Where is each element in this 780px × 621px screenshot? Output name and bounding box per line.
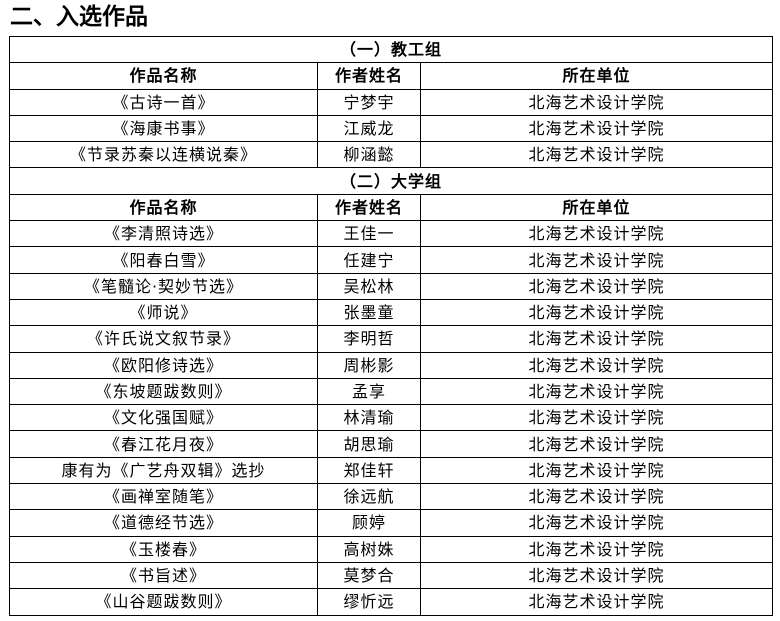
unit-cell: 北海艺术设计学院 [419, 272, 774, 300]
table-row: 《师说》 张墨童 北海艺术设计学院 [9, 298, 774, 327]
table-row: 《古诗一首》 宁梦宇 北海艺术设计学院 [9, 88, 774, 116]
author-cell: 高树姝 [317, 535, 421, 563]
unit-cell: 北海艺术设计学院 [419, 141, 774, 169]
header-row: 作品名称 作者姓名 所在单位 [9, 193, 774, 222]
work-title-cell: 《玉楼春》 [9, 535, 318, 563]
work-title-cell: 《古诗一首》 [9, 88, 318, 116]
header-work-title: 作品名称 [9, 193, 318, 222]
author-cell: 王佳一 [317, 220, 421, 248]
unit-cell: 北海艺术设计学院 [419, 588, 774, 616]
unit-cell: 北海艺术设计学院 [419, 483, 774, 511]
unit-cell: 北海艺术设计学院 [419, 430, 774, 458]
group-title: （一）教工组 [8, 35, 774, 64]
work-title-cell: 《节录苏秦以连横说秦》 [9, 141, 318, 169]
work-title-cell: 《文化强国赋》 [9, 404, 318, 432]
table-row: 《文化强国赋》 林清瑜 北海艺术设计学院 [9, 404, 774, 432]
unit-cell: 北海艺术设计学院 [419, 377, 774, 406]
author-cell: 江威龙 [317, 114, 421, 143]
section-title: 二、入选作品 [10, 4, 148, 30]
unit-cell: 北海艺术设计学院 [419, 220, 774, 248]
author-cell: 吴松林 [317, 272, 421, 300]
work-title-cell: 《许氏说文叙节录》 [9, 325, 318, 353]
work-title-cell: 《春江花月夜》 [9, 430, 318, 458]
unit-cell: 北海艺术设计学院 [419, 561, 774, 590]
unit-cell: 北海艺术设计学院 [419, 325, 774, 353]
author-cell: 孟享 [317, 377, 421, 406]
unit-cell: 北海艺术设计学院 [419, 351, 774, 379]
work-title-cell: 《画禅室随笔》 [9, 483, 318, 511]
table-row: 《东坡题跋数则》 孟享 北海艺术设计学院 [9, 377, 774, 406]
work-title-cell: 《海康书事》 [9, 114, 318, 143]
author-cell: 林清瑜 [317, 404, 421, 432]
group-title-row: （一）教工组 [8, 35, 774, 64]
unit-cell: 北海艺术设计学院 [419, 246, 774, 274]
author-cell: 郑佳轩 [317, 456, 421, 485]
unit-cell: 北海艺术设计学院 [419, 404, 774, 432]
group-title: （二）大学组 [8, 167, 774, 195]
unit-cell: 北海艺术设计学院 [419, 535, 774, 563]
table-row: 《书旨述》 莫梦合 北海艺术设计学院 [9, 561, 774, 590]
author-cell: 顾婷 [317, 509, 421, 537]
work-title-cell: 《山谷题跋数则》 [9, 588, 318, 616]
table-row: 《许氏说文叙节录》 李明哲 北海艺术设计学院 [9, 325, 774, 353]
group-title-row: （二）大学组 [8, 167, 774, 195]
work-title-cell: 《阳春白雪》 [9, 246, 318, 274]
unit-cell: 北海艺术设计学院 [419, 88, 774, 116]
header-author: 作者姓名 [317, 62, 421, 90]
header-unit: 所在单位 [419, 193, 774, 222]
work-title-cell: 《师说》 [9, 298, 318, 327]
table-row: 《玉楼春》 高树姝 北海艺术设计学院 [9, 535, 774, 563]
table-row: 《海康书事》 江威龙 北海艺术设计学院 [9, 114, 774, 143]
table-row: 《节录苏秦以连横说秦》 柳涵懿 北海艺术设计学院 [9, 141, 774, 169]
author-cell: 李明哲 [317, 325, 421, 353]
work-title-cell: 《欧阳修诗选》 [9, 351, 318, 379]
table-row: 《春江花月夜》 胡思瑜 北海艺术设计学院 [9, 430, 774, 458]
author-cell: 宁梦宇 [317, 88, 421, 116]
table-row: 《李清照诗选》 王佳一 北海艺术设计学院 [9, 220, 774, 248]
author-cell: 任建宁 [317, 246, 421, 274]
author-cell: 柳涵懿 [317, 141, 421, 169]
work-title-cell: 《李清照诗选》 [9, 220, 318, 248]
table-row: 《笔髓论·契妙节选》 吴松林 北海艺术设计学院 [9, 272, 774, 300]
header-row: 作品名称 作者姓名 所在单位 [9, 62, 774, 90]
selected-works-table: （一）教工组 作品名称 作者姓名 所在单位 《古诗一首》 宁梦宇 北海艺术设计学院 《海康书事… [8, 35, 774, 616]
unit-cell: 北海艺术设计学院 [419, 456, 774, 485]
author-cell: 莫梦合 [317, 561, 421, 590]
author-cell: 缪忻远 [317, 588, 421, 616]
work-title-cell: 《书旨述》 [9, 561, 318, 590]
unit-cell: 北海艺术设计学院 [419, 114, 774, 143]
header-unit: 所在单位 [419, 62, 774, 90]
table-row: 康有为《广艺舟双辑》选抄 郑佳轩 北海艺术设计学院 [9, 456, 774, 485]
author-cell: 周彬影 [317, 351, 421, 379]
header-author: 作者姓名 [317, 193, 421, 222]
table-row: 《道德经节选》 顾婷 北海艺术设计学院 [9, 509, 774, 537]
table-row: 《画禅室随笔》 徐远航 北海艺术设计学院 [9, 483, 774, 511]
table-row: 《欧阳修诗选》 周彬影 北海艺术设计学院 [9, 351, 774, 379]
unit-cell: 北海艺术设计学院 [419, 509, 774, 537]
header-work-title: 作品名称 [9, 62, 318, 90]
work-title-cell: 康有为《广艺舟双辑》选抄 [9, 456, 318, 485]
table-row: 《山谷题跋数则》 缪忻远 北海艺术设计学院 [9, 588, 774, 616]
work-title-cell: 《笔髓论·契妙节选》 [9, 272, 318, 300]
work-title-cell: 《东坡题跋数则》 [9, 377, 318, 406]
author-cell: 胡思瑜 [317, 430, 421, 458]
table-row: 《阳春白雪》 任建宁 北海艺术设计学院 [9, 246, 774, 274]
author-cell: 张墨童 [317, 298, 421, 327]
author-cell: 徐远航 [317, 483, 421, 511]
work-title-cell: 《道德经节选》 [9, 509, 318, 537]
unit-cell: 北海艺术设计学院 [419, 298, 774, 327]
